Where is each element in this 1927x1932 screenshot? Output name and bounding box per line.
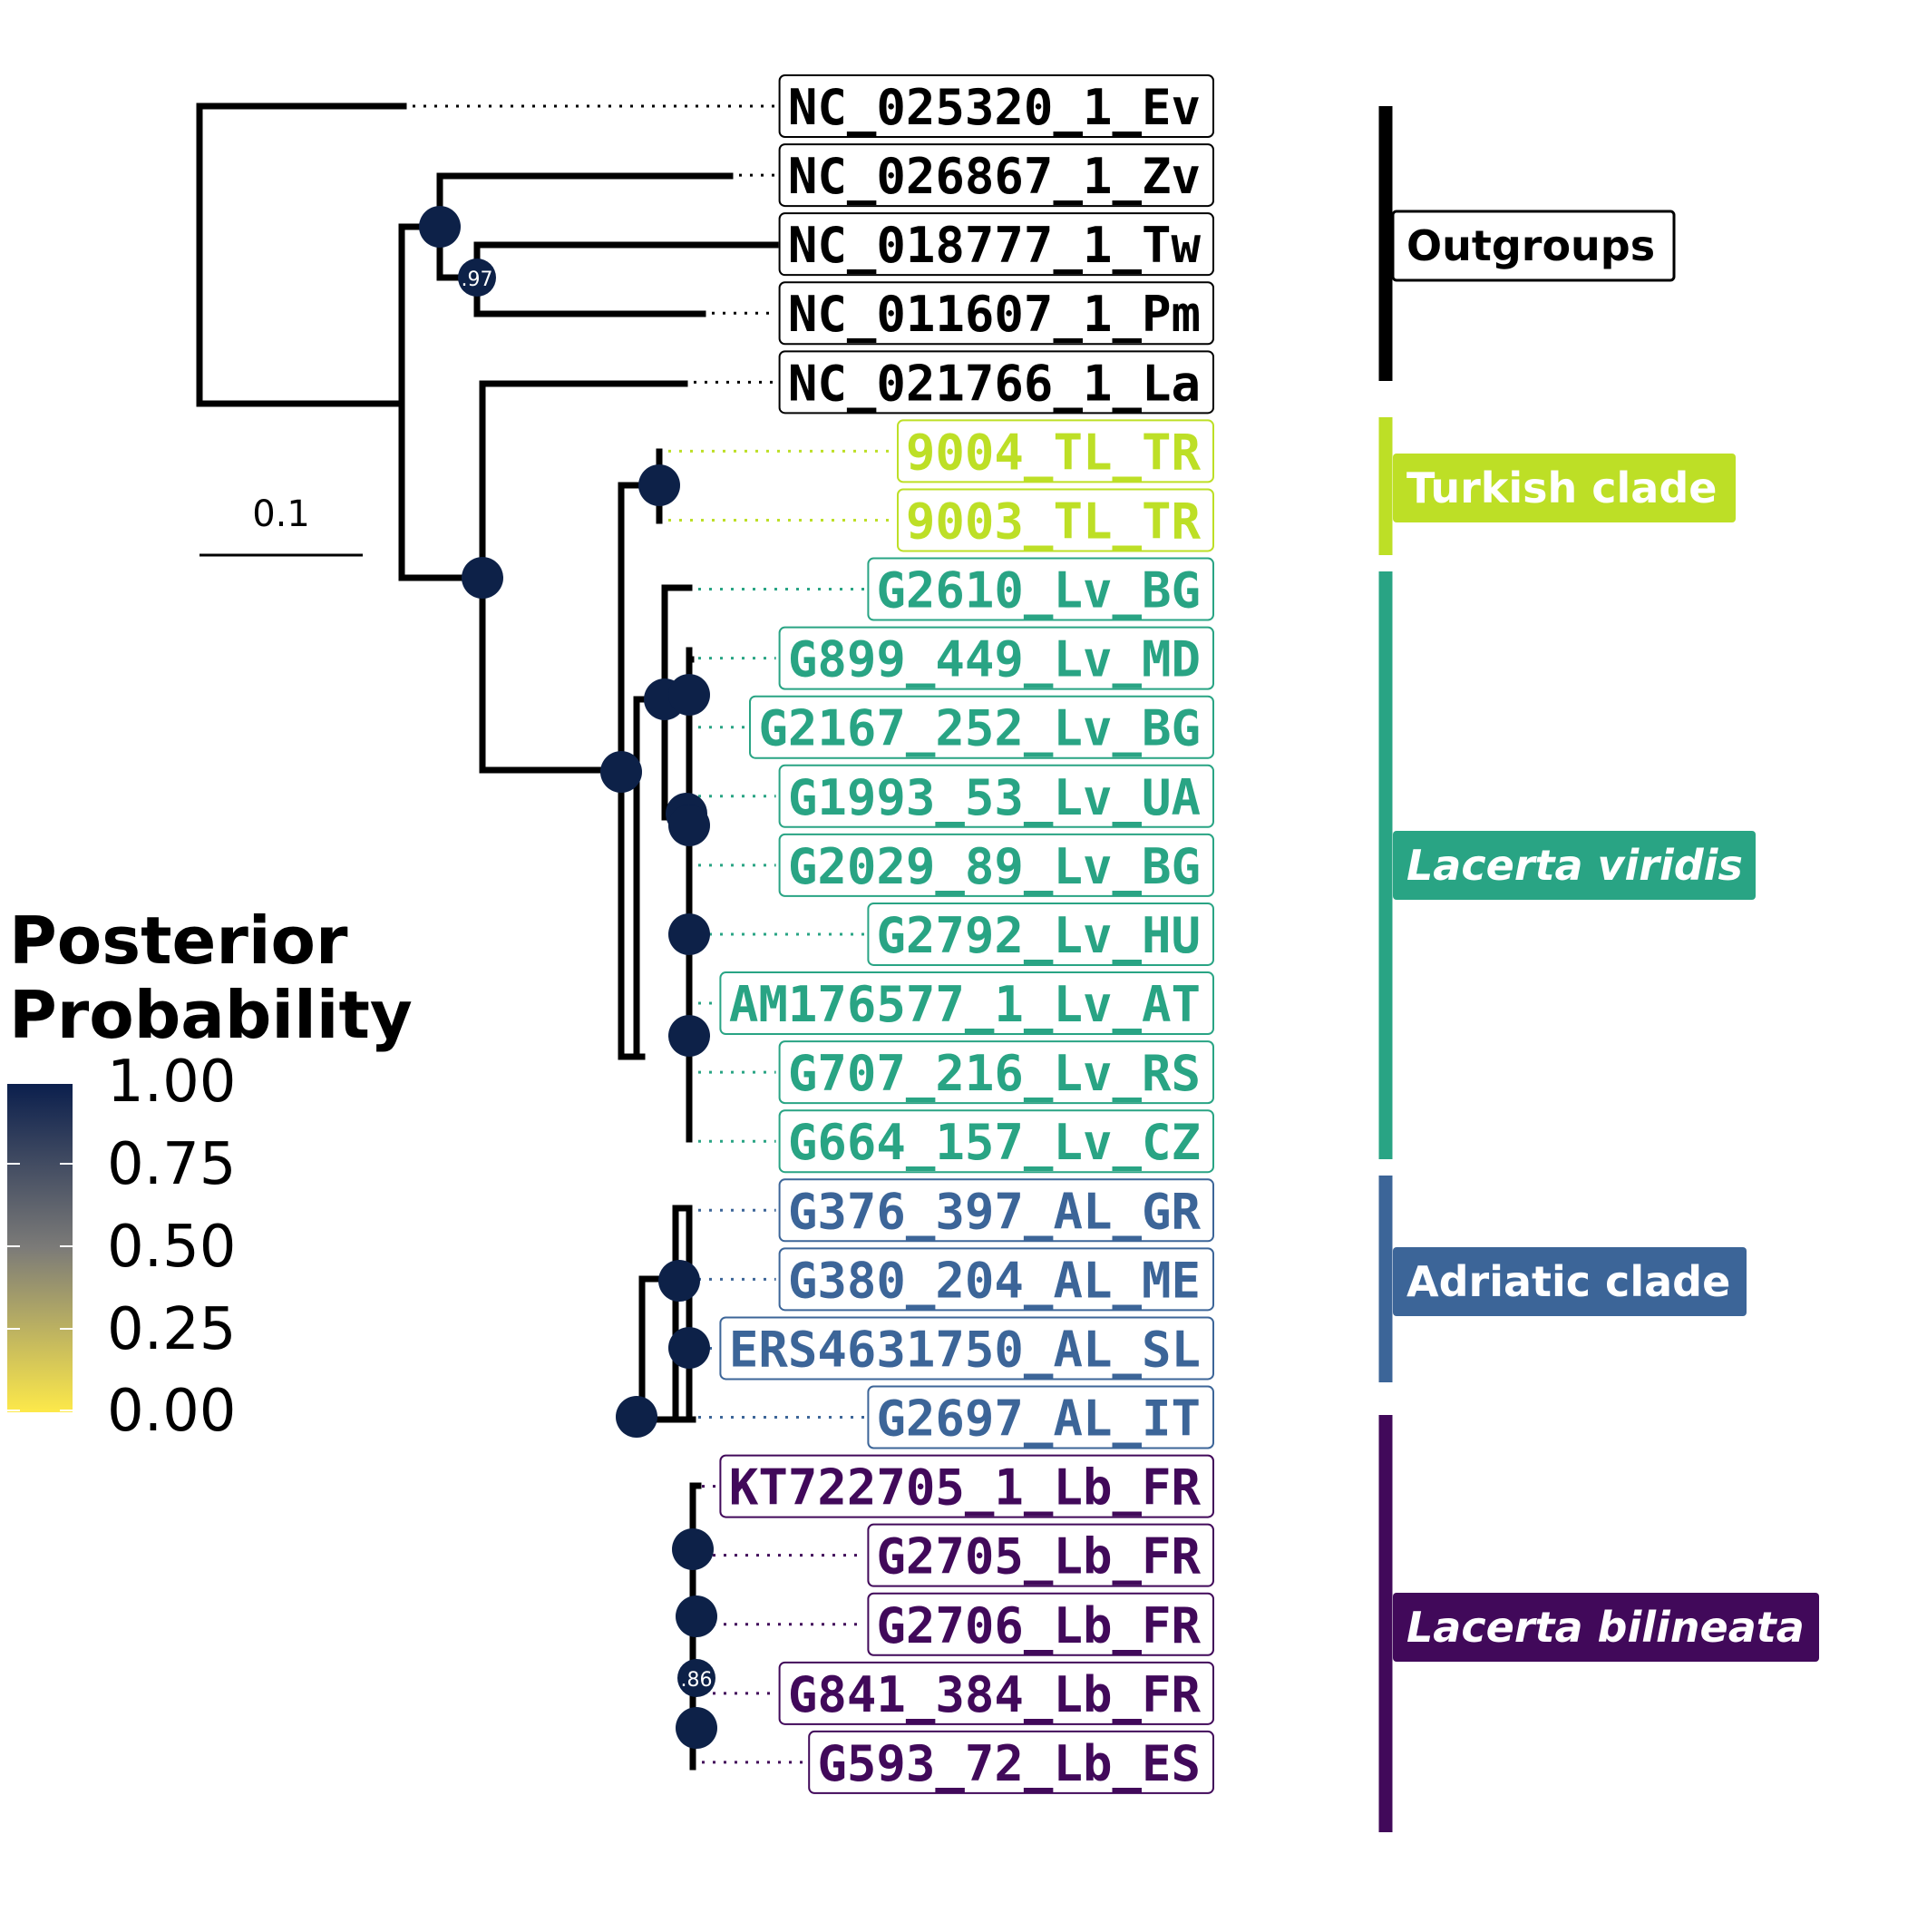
tip-label: G2167_252_Lv_BG: [758, 700, 1201, 757]
tip-label: G2697_AL_IT: [876, 1390, 1201, 1448]
posterior-nodes: .97 .86: [419, 206, 717, 1749]
tip-label-box: [867, 1523, 1215, 1587]
legend-tick-label: 0.50: [107, 1214, 237, 1281]
tip-label-box: [867, 902, 1215, 966]
tip-label: G2792_Lv_HU: [876, 907, 1201, 964]
clade-label-box: [1393, 1593, 1819, 1662]
posterior-node: [668, 805, 710, 846]
posterior-node: [668, 1327, 710, 1369]
posterior-node: [668, 913, 710, 955]
tip-label-box: [778, 74, 1214, 138]
tip-label: 9004_TL_TR: [906, 424, 1202, 481]
posterior-node: [668, 1015, 710, 1057]
tip-label-box: [778, 1247, 1214, 1312]
tip-label: NC_011607_1_Pm: [788, 286, 1201, 343]
tip-label: NC_018777_1_Tw: [788, 217, 1202, 274]
clade-label: Outgroups: [1406, 221, 1655, 270]
clade-label-box: [1393, 831, 1756, 900]
clade-label: Turkish clade: [1406, 463, 1717, 512]
tip-label-box: [897, 488, 1214, 552]
tip-label: AM176577_1_Lv_AT: [729, 976, 1201, 1033]
posterior-node: [676, 1707, 717, 1749]
posterior-node: [419, 206, 461, 248]
tip-label-box: [867, 557, 1215, 621]
clade-label-box: [1393, 1247, 1747, 1316]
posterior-node: [616, 1396, 657, 1438]
clade-bars: Outgroups Turkish clade Lacerta viridis Adr…: [1378, 106, 1819, 1832]
legend-tick-label: 0.25: [107, 1296, 237, 1363]
posterior-node: [600, 751, 642, 793]
legend-title-line2: Probability: [9, 977, 413, 1053]
tip-label-box: [778, 212, 1214, 277]
support-label: .86: [681, 1669, 713, 1692]
legend-tick-label: 0.00: [107, 1378, 237, 1445]
tip-label-box: [867, 1592, 1215, 1656]
tip-label: G841_384_Lb_FR: [788, 1666, 1202, 1723]
tip-label: KT722705_1_Lb_FR: [729, 1459, 1202, 1517]
tip-label: G376_397_AL_GR: [788, 1183, 1202, 1240]
tip-label-box: [867, 1385, 1215, 1449]
posterior-node: [638, 464, 680, 506]
tip-label-box: [897, 419, 1214, 483]
legend-title-line1: Posterior: [9, 903, 348, 979]
tip-label: G2706_Lb_FR: [876, 1597, 1201, 1654]
legend-tick-label: 1.00: [107, 1049, 237, 1116]
tip-label-box: [719, 1316, 1214, 1381]
tip-label-box: [808, 1730, 1214, 1794]
tip-label: NC_021766_1_La: [788, 355, 1201, 412]
tip-label: G899_449_Lv_MD: [788, 631, 1201, 688]
tip-label-box: [778, 764, 1214, 828]
clade-label-box: [1393, 454, 1736, 522]
tip-label-box: [778, 143, 1214, 208]
scale-bar-label: 0.1: [252, 493, 310, 535]
scale-bar: 0.1: [200, 493, 363, 557]
support-label: .97: [462, 268, 493, 291]
tip-label-box: [778, 1661, 1214, 1725]
legend-ticks: 1.00 0.75 0.50 0.25 0.00: [7, 1049, 237, 1445]
clade-label: Adriatic clade: [1406, 1257, 1730, 1306]
posterior-node: [672, 1528, 714, 1570]
clade-label: Lacerta viridis: [1406, 841, 1743, 890]
tip-label: G2705_Lb_FR: [876, 1528, 1201, 1586]
posterior-node: [658, 1260, 700, 1302]
tip-label: G2610_Lv_BG: [876, 562, 1201, 620]
legend-tick-label: 0.75: [107, 1131, 237, 1198]
tip-label: NC_025320_1_Ev: [788, 79, 1201, 136]
tip-leader-lines: [413, 104, 894, 1764]
tip-label: G2029_89_Lv_BG: [788, 838, 1201, 895]
tip-label: G593_72_Lb_ES: [817, 1735, 1201, 1792]
tip-label-box: [778, 1109, 1214, 1174]
posterior-node: [668, 674, 710, 716]
tip-label: G664_157_Lv_CZ: [788, 1114, 1201, 1171]
tip-label: ERS4631750_AL_SL: [729, 1321, 1201, 1378]
tip-label: G380_204_AL_ME: [788, 1252, 1201, 1309]
tip-label-box: [719, 1454, 1214, 1518]
tip-label: G707_216_Lv_RS: [788, 1045, 1201, 1102]
clade-label: Lacerta bilineata: [1406, 1603, 1805, 1652]
tip-label-box: [778, 833, 1214, 897]
tip-label-box: [719, 971, 1214, 1036]
posterior-node: [676, 1595, 717, 1637]
tip-label-box: [778, 1040, 1214, 1105]
tip-label: 9003_TL_TR: [906, 493, 1202, 550]
clade-label-box: [1391, 210, 1676, 282]
tip-label: NC_026867_1_Zv: [788, 148, 1201, 205]
tip-label-box: [778, 350, 1214, 415]
posterior-node: [458, 259, 496, 297]
legend-colorbar: [7, 1084, 73, 1412]
tip-label-box: [749, 695, 1214, 759]
posterior-node: [462, 557, 503, 599]
tip-label: G1993_53_Lv_UA: [788, 769, 1201, 826]
tip-label-box: [778, 626, 1214, 690]
tip-labels: NC_025320_1_Ev NC_026867_1_Zv NC_018777_1_…: [719, 74, 1215, 1794]
posterior-legend: Posterior Probability 1.00 0.75 0.50 0.25 0.…: [7, 903, 413, 1445]
tip-label-box: [778, 281, 1214, 346]
tip-label-box: [778, 1178, 1214, 1243]
posterior-node: [677, 1659, 715, 1697]
